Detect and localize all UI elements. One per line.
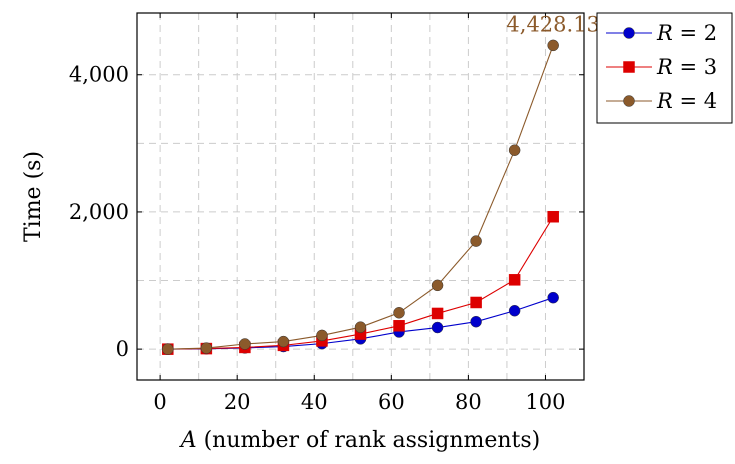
series-point [431,321,444,334]
series-point [393,307,405,319]
legend-label: R = 3 [656,55,717,79]
plot-frame [136,12,585,381]
legend-label-variable: R [656,89,673,113]
series-line [167,45,554,350]
x-tick-label: 0 [153,390,166,414]
x-tick-label: 80 [455,390,482,414]
legend-box [596,12,733,124]
x-tick-label: 20 [224,390,251,414]
series-point [508,274,521,286]
y-tick-label: 4,000 [69,63,129,87]
legend-label-text: = 3 [673,55,717,79]
x-axis-label-text: (number of rank assignments) [197,428,541,453]
legend-label-text: = 4 [673,89,717,113]
x-tick-label: 60 [378,390,405,414]
series-point [508,304,521,317]
series-point [162,343,174,355]
y-axis-label: Time (s) [21,151,46,242]
series-point [470,296,482,309]
series-point [547,210,559,223]
series-point [470,315,482,328]
series-point [431,279,444,292]
legend-item: R = 4 [606,89,717,113]
series-3 [162,39,559,355]
series-point [393,320,405,332]
series-2 [162,210,559,355]
plot-series [162,39,559,355]
series-point [239,338,251,350]
legend-label: R = 2 [656,21,717,45]
data-label-max: 4,428.13 [506,12,600,36]
series-point [547,39,559,52]
legend-items: R = 2R = 3R = 4 [606,21,717,113]
x-axis-label: A (number of rank assignments) [179,428,541,453]
legend-marker [623,61,635,73]
axis-ticks: 0 20 40 60 80 100 0 2,000 4,000 [69,13,584,414]
series-point [508,144,521,156]
legend-item: R = 2 [606,21,717,45]
y-tick-label: 0 [116,337,129,361]
x-tick-label: 40 [301,390,328,414]
series-point [547,291,559,304]
series-point [277,335,290,348]
legend-marker [623,27,635,39]
legend-label-variable: R [656,55,673,79]
legend-label: R = 4 [656,89,717,113]
series-point [470,235,482,247]
x-tick-label: 100 [525,390,565,414]
legend-label-text: = 2 [673,21,717,45]
legend-marker [623,95,635,107]
legend: R = 2R = 3R = 4 [596,12,733,124]
y-tick-label: 2,000 [69,200,129,224]
series-point [316,329,328,342]
legend-label-variable: R [656,21,673,45]
x-axis-label-variable: A [179,428,197,453]
series-point [200,342,213,354]
legend-item: R = 3 [606,55,717,79]
series-point [431,307,444,320]
series-point [354,321,367,333]
